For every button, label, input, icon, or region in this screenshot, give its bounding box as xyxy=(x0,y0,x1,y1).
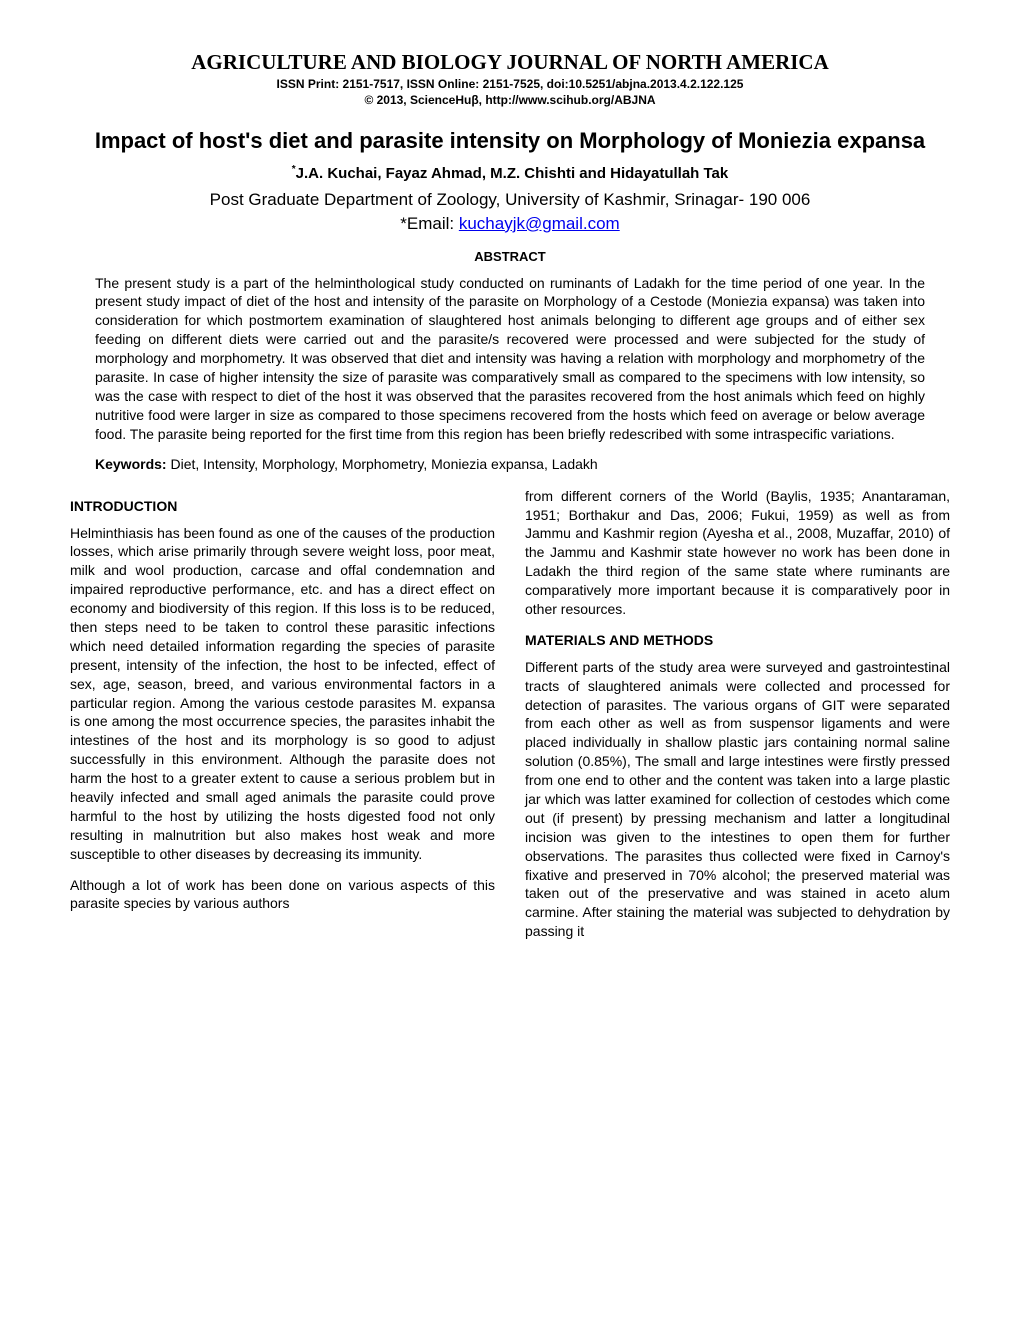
keywords-label: Keywords: xyxy=(95,456,170,472)
article-title: Impact of host's diet and parasite inten… xyxy=(70,127,950,156)
email-line: *Email: kuchayjk@gmail.com xyxy=(70,214,950,234)
introduction-heading: INTRODUCTION xyxy=(70,497,495,516)
journal-name: AGRICULTURE AND BIOLOGY JOURNAL OF NORTH… xyxy=(70,50,950,75)
email-link[interactable]: kuchayjk@gmail.com xyxy=(459,214,620,233)
left-column: INTRODUCTION Helminthiasis has been foun… xyxy=(70,487,495,953)
keywords-text: Diet, Intensity, Morphology, Morphometry… xyxy=(170,456,597,472)
abstract-heading: ABSTRACT xyxy=(70,249,950,264)
journal-header: AGRICULTURE AND BIOLOGY JOURNAL OF NORTH… xyxy=(70,50,950,107)
intro-paragraph-1: Helminthiasis has been found as one of t… xyxy=(70,524,495,864)
authors-list: J.A. Kuchai, Fayaz Ahmad, M.Z. Chishti a… xyxy=(296,165,729,182)
intro-paragraph-2: Although a lot of work has been done on … xyxy=(70,876,495,914)
abstract-text: The present study is a part of the helmi… xyxy=(95,274,925,444)
keywords: Keywords: Diet, Intensity, Morphology, M… xyxy=(95,456,925,472)
email-label: *Email: xyxy=(400,214,459,233)
copyright-line: © 2013, ScienceHuβ, http://www.scihub.or… xyxy=(70,93,950,107)
authors: *J.A. Kuchai, Fayaz Ahmad, M.Z. Chishti … xyxy=(70,164,950,182)
affiliation: Post Graduate Department of Zoology, Uni… xyxy=(70,190,950,210)
materials-paragraph-1: Different parts of the study area were s… xyxy=(525,658,950,941)
two-column-layout: INTRODUCTION Helminthiasis has been foun… xyxy=(70,487,950,953)
col2-paragraph-1: from different corners of the World (Bay… xyxy=(525,487,950,619)
issn-line: ISSN Print: 2151-7517, ISSN Online: 2151… xyxy=(70,77,950,91)
right-column: from different corners of the World (Bay… xyxy=(525,487,950,953)
materials-heading: MATERIALS AND METHODS xyxy=(525,631,950,650)
